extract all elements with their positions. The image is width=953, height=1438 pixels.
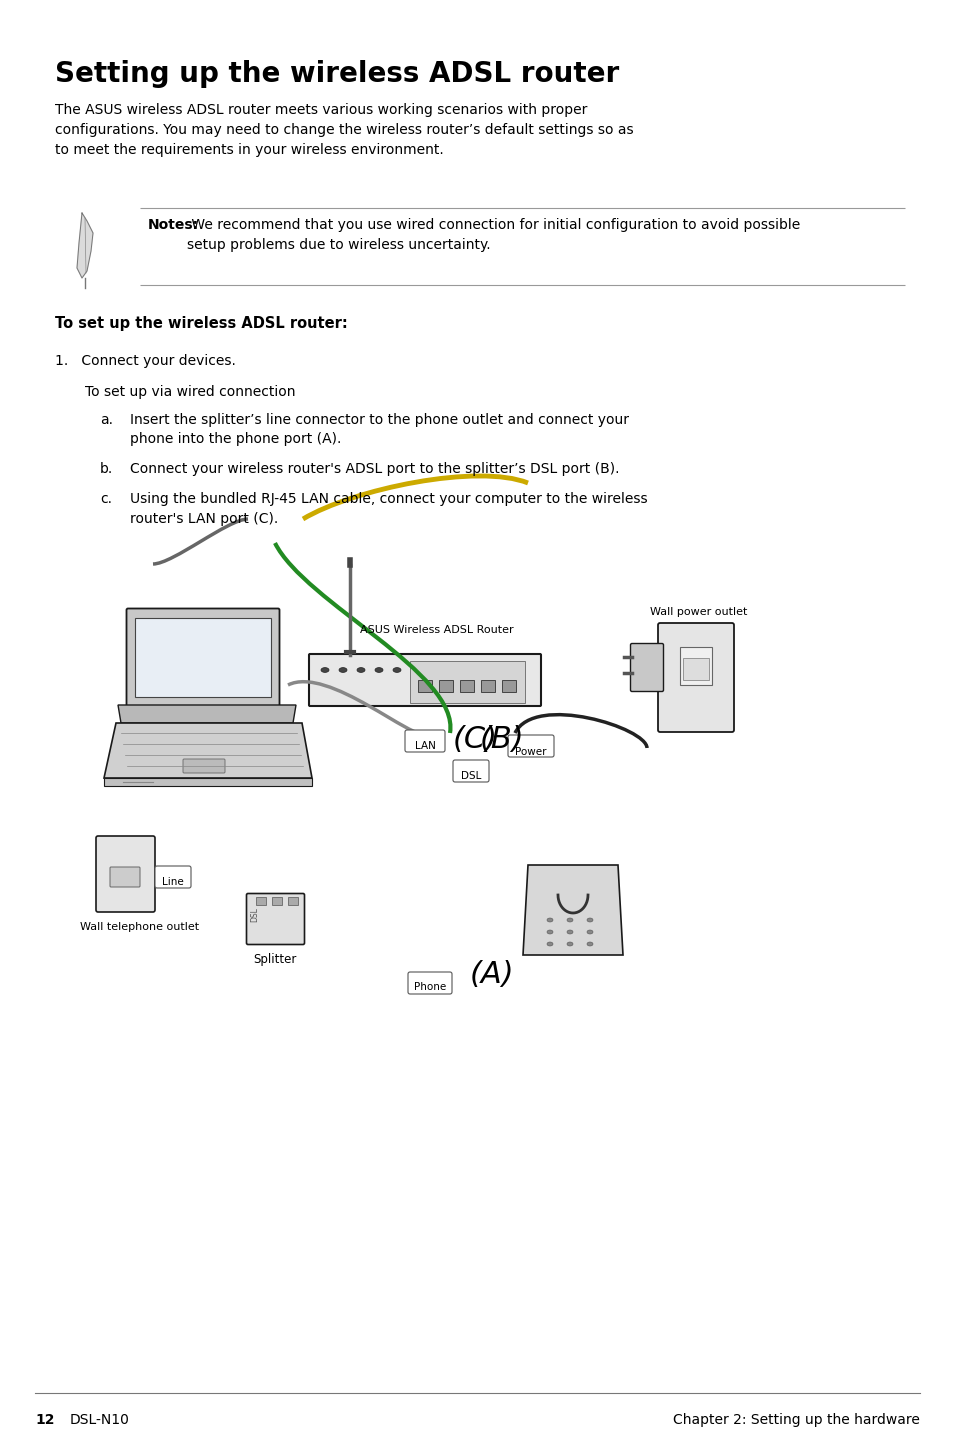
Text: 12: 12 bbox=[35, 1414, 54, 1426]
Ellipse shape bbox=[356, 667, 365, 673]
Bar bbox=[135, 618, 271, 697]
Text: b.: b. bbox=[100, 462, 113, 476]
Text: (B): (B) bbox=[479, 725, 524, 754]
Text: We recommend that you use wired connection for initial configuration to avoid po: We recommend that you use wired connecti… bbox=[187, 219, 800, 252]
Ellipse shape bbox=[566, 917, 573, 922]
Ellipse shape bbox=[566, 942, 573, 946]
Text: a.: a. bbox=[100, 413, 112, 427]
Ellipse shape bbox=[586, 917, 593, 922]
Text: Wall telephone outlet: Wall telephone outlet bbox=[80, 922, 199, 932]
Bar bbox=[480, 680, 495, 692]
Ellipse shape bbox=[320, 667, 329, 673]
FancyBboxPatch shape bbox=[507, 735, 554, 756]
Polygon shape bbox=[522, 866, 622, 955]
Ellipse shape bbox=[375, 667, 382, 673]
FancyBboxPatch shape bbox=[630, 643, 662, 692]
Polygon shape bbox=[104, 723, 312, 778]
Polygon shape bbox=[118, 705, 295, 723]
Ellipse shape bbox=[546, 917, 553, 922]
Text: ASUS Wireless ADSL Router: ASUS Wireless ADSL Router bbox=[359, 626, 513, 636]
Bar bbox=[288, 897, 297, 905]
Text: Connect your wireless router's ADSL port to the splitter’s DSL port (B).: Connect your wireless router's ADSL port… bbox=[130, 462, 618, 476]
FancyBboxPatch shape bbox=[154, 866, 191, 889]
Text: Phone: Phone bbox=[414, 982, 446, 992]
Text: 1.   Connect your devices.: 1. Connect your devices. bbox=[55, 354, 235, 368]
Text: Chapter 2: Setting up the hardware: Chapter 2: Setting up the hardware bbox=[673, 1414, 919, 1426]
Ellipse shape bbox=[586, 930, 593, 935]
Text: To set up via wired connection: To set up via wired connection bbox=[85, 385, 295, 398]
Polygon shape bbox=[77, 213, 92, 278]
Ellipse shape bbox=[566, 930, 573, 935]
Text: DSL: DSL bbox=[250, 907, 258, 922]
FancyBboxPatch shape bbox=[658, 623, 733, 732]
Bar bbox=[410, 661, 524, 703]
FancyBboxPatch shape bbox=[110, 867, 140, 887]
FancyBboxPatch shape bbox=[405, 731, 444, 752]
FancyBboxPatch shape bbox=[127, 608, 279, 706]
Text: DSL-N10: DSL-N10 bbox=[70, 1414, 130, 1426]
Ellipse shape bbox=[546, 930, 553, 935]
Text: Line: Line bbox=[162, 877, 184, 887]
Bar bbox=[417, 680, 432, 692]
Bar bbox=[501, 680, 516, 692]
Text: Notes:: Notes: bbox=[148, 219, 199, 232]
Ellipse shape bbox=[586, 942, 593, 946]
FancyBboxPatch shape bbox=[408, 972, 452, 994]
Text: To set up the wireless ADSL router:: To set up the wireless ADSL router: bbox=[55, 316, 348, 331]
Text: Using the bundled RJ-45 LAN cable, connect your computer to the wireless
router': Using the bundled RJ-45 LAN cable, conne… bbox=[130, 492, 647, 525]
Ellipse shape bbox=[338, 667, 347, 673]
Text: The ASUS wireless ADSL router meets various working scenarios with proper
config: The ASUS wireless ADSL router meets vari… bbox=[55, 104, 633, 157]
Ellipse shape bbox=[393, 667, 400, 673]
Bar bbox=[255, 897, 266, 905]
Polygon shape bbox=[104, 778, 312, 787]
FancyBboxPatch shape bbox=[96, 835, 154, 912]
Text: Wall power outlet: Wall power outlet bbox=[649, 607, 746, 617]
Text: Insert the splitter’s line connector to the phone outlet and connect your
phone : Insert the splitter’s line connector to … bbox=[130, 413, 628, 447]
Bar bbox=[459, 680, 474, 692]
Bar bbox=[438, 680, 453, 692]
Text: Splitter: Splitter bbox=[253, 953, 296, 966]
Bar bbox=[682, 659, 708, 680]
Text: (C): (C) bbox=[453, 725, 497, 754]
Text: LAN: LAN bbox=[415, 741, 435, 751]
Text: c.: c. bbox=[100, 492, 112, 506]
Ellipse shape bbox=[546, 942, 553, 946]
Bar bbox=[679, 647, 711, 684]
Text: Power: Power bbox=[515, 746, 546, 756]
Text: (A): (A) bbox=[470, 961, 514, 989]
Text: DSL: DSL bbox=[460, 771, 480, 781]
FancyBboxPatch shape bbox=[183, 759, 225, 774]
Bar bbox=[272, 897, 282, 905]
FancyBboxPatch shape bbox=[453, 761, 489, 782]
Text: Setting up the wireless ADSL router: Setting up the wireless ADSL router bbox=[55, 60, 618, 88]
FancyBboxPatch shape bbox=[309, 654, 540, 706]
FancyBboxPatch shape bbox=[246, 893, 304, 945]
